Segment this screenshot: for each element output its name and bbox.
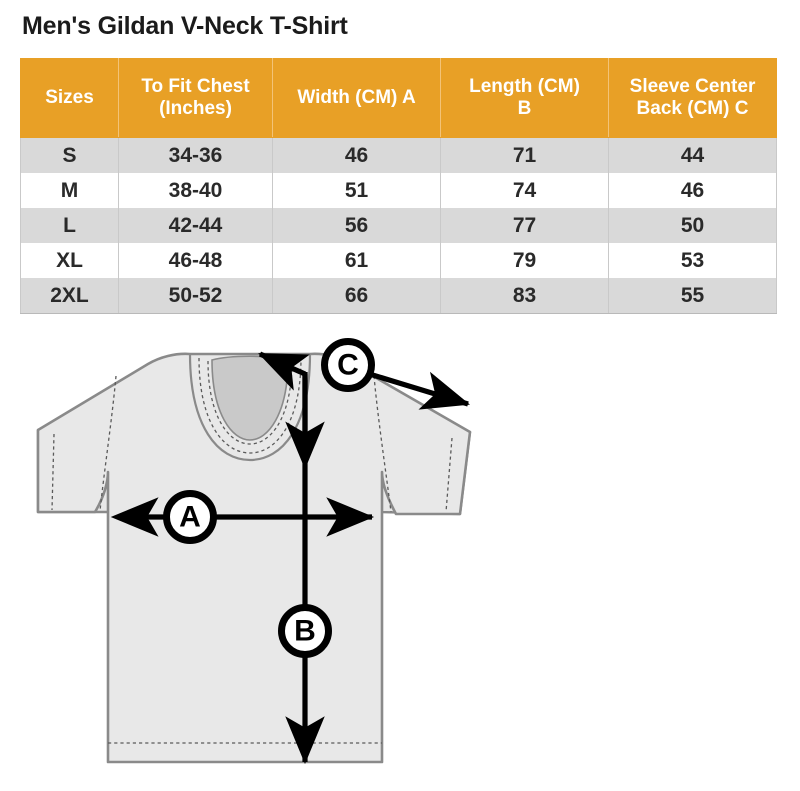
right-armhole-stitch	[373, 375, 392, 513]
column-header-sleeve-line1: Sleeve Center	[629, 76, 756, 98]
cell-length: 71	[440, 137, 609, 173]
cell-chest: 34-36	[118, 137, 273, 173]
cell-chest: 42-44	[118, 208, 273, 243]
column-header-width-line1: Width (CM) A	[297, 87, 416, 109]
cell-width: 66	[272, 278, 441, 314]
cell-size: S	[20, 137, 119, 173]
size-chart-table-container: Sizes To Fit Chest (Inches) Width (CM) A…	[20, 58, 777, 314]
left-sleeve-hem-stitch	[51, 433, 55, 511]
cell-width: 61	[272, 243, 441, 278]
cell-size: L	[20, 208, 119, 243]
cell-size: XL	[20, 243, 119, 278]
size-chart-table: Sizes To Fit Chest (Inches) Width (CM) A…	[20, 58, 777, 314]
cell-sleeve: 50	[608, 208, 777, 243]
cell-chest: 50-52	[118, 278, 273, 314]
cell-chest: 38-40	[118, 173, 273, 208]
tshirt-measurement-diagram: A B C	[0, 322, 800, 791]
neck-stitch-outer	[198, 357, 302, 454]
column-header-chest: To Fit Chest (Inches)	[118, 58, 273, 138]
cell-size: M	[20, 173, 119, 208]
measurement-arrow-c-left	[258, 351, 310, 391]
table-row: M 38-40 51 74 46	[20, 173, 777, 208]
cell-length: 77	[440, 208, 609, 243]
cell-width: 46	[272, 137, 441, 173]
neck-stitch-inner	[207, 360, 293, 445]
table-row: S 34-36 46 71 44	[20, 137, 777, 173]
page-title: Men's Gildan V-Neck T-Shirt	[22, 12, 348, 40]
cell-sleeve: 53	[608, 243, 777, 278]
cell-length: 74	[440, 173, 609, 208]
table-row: 2XL 50-52 66 83 55	[20, 278, 777, 314]
cell-chest: 46-48	[118, 243, 273, 278]
measurement-label-c: C	[321, 338, 375, 392]
measurement-label-c-text: C	[337, 349, 359, 382]
column-header-sizes-line1: Sizes	[45, 87, 94, 109]
column-header-chest-line1: To Fit Chest	[141, 76, 250, 98]
measurement-label-a: A	[163, 490, 217, 544]
cell-width: 56	[272, 208, 441, 243]
column-header-chest-line2: (Inches)	[159, 98, 232, 119]
table-row: XL 46-48 61 79 53	[20, 243, 777, 278]
measurement-label-b-text: B	[294, 615, 316, 648]
cell-size: 2XL	[20, 278, 119, 314]
column-header-sizes: Sizes	[20, 58, 119, 138]
column-header-sleeve-line2: Back (CM) C	[636, 98, 749, 119]
measurement-label-a-text: A	[179, 501, 201, 534]
cell-width: 51	[272, 173, 441, 208]
measurement-arrows: A B C	[110, 338, 470, 765]
column-header-length-line2: B	[517, 98, 532, 119]
tshirt-illustration	[36, 352, 472, 764]
column-header-length-line1: Length (CM)	[469, 76, 580, 98]
cell-sleeve: 44	[608, 137, 777, 173]
cell-sleeve: 55	[608, 278, 777, 314]
cell-length: 83	[440, 278, 609, 314]
left-armhole-stitch	[99, 375, 117, 512]
column-header-length: Length (CM) B	[440, 58, 609, 138]
column-header-sleeve: Sleeve Center Back (CM) C	[608, 58, 777, 138]
table-header-row: Sizes To Fit Chest (Inches) Width (CM) A…	[20, 58, 777, 138]
column-header-width: Width (CM) A	[272, 58, 441, 138]
cell-length: 79	[440, 243, 609, 278]
table-row: L 42-44 56 77 50	[20, 208, 777, 243]
measurement-label-b: B	[278, 604, 332, 658]
cell-sleeve: 46	[608, 173, 777, 208]
